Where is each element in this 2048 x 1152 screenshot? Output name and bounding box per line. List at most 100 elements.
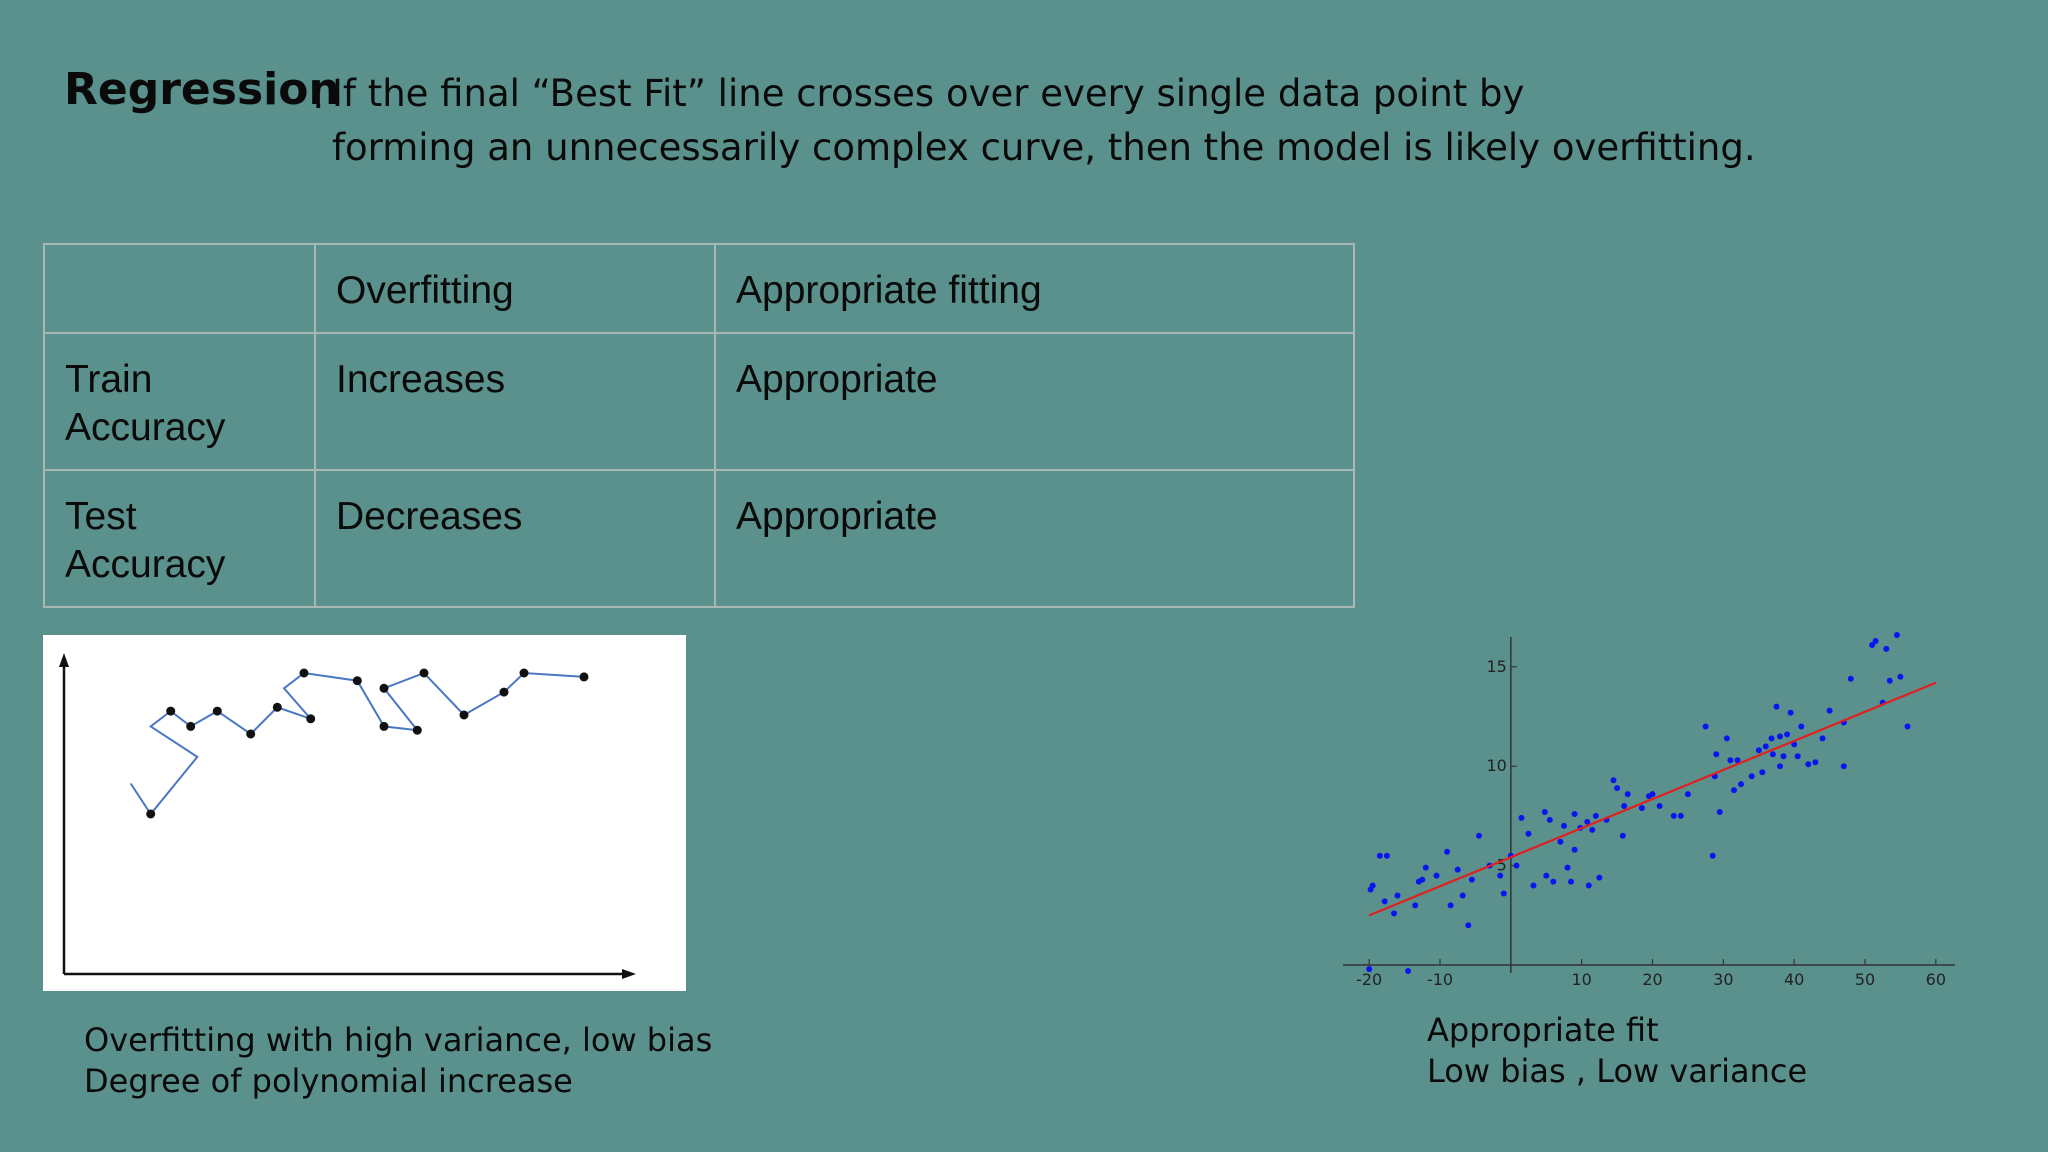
data-point <box>1391 910 1397 917</box>
fit-caption-line-1: Appropriate fit <box>1427 1011 1659 1049</box>
data-point <box>1518 814 1525 821</box>
x-tick-label: 30 <box>1713 970 1733 989</box>
data-point <box>1468 876 1475 883</box>
row-label-line: Accuracy <box>65 543 226 586</box>
comparison-table: Overfitting Appropriate fitting Train Ac… <box>43 243 1355 608</box>
data-point <box>1525 830 1532 837</box>
data-point <box>1447 902 1454 909</box>
data-point <box>1465 922 1472 929</box>
data-point <box>1419 876 1426 883</box>
data-point <box>1561 822 1567 829</box>
data-point <box>1755 747 1762 754</box>
heading-line-2: forming an unnecessarily complex curve, … <box>332 126 1756 169</box>
x-tick-label: 50 <box>1855 970 1875 989</box>
data-point <box>1476 832 1482 839</box>
row-label-line: Test <box>65 495 137 538</box>
data-point <box>1762 743 1769 750</box>
data-point <box>519 668 529 678</box>
table-header-empty <box>43 243 316 334</box>
data-point <box>579 672 589 682</box>
table-header-overfitting: Overfitting <box>314 243 716 334</box>
data-point <box>1723 735 1730 742</box>
overfit-chart-panel <box>43 635 686 991</box>
data-point <box>1794 753 1801 760</box>
data-point <box>1702 723 1709 730</box>
data-point <box>1769 751 1776 758</box>
data-point <box>1713 751 1720 758</box>
y-tick-label: 10 <box>1486 756 1506 775</box>
data-point <box>1621 803 1628 809</box>
table-row: Test Accuracy Decreases Appropriate <box>43 469 1355 608</box>
x-tick-label: -20 <box>1356 970 1382 989</box>
data-point <box>1543 872 1550 879</box>
data-point <box>1893 632 1900 638</box>
data-point <box>1619 832 1626 839</box>
data-point <box>1709 852 1716 859</box>
data-point <box>306 714 316 724</box>
x-tick-label: 60 <box>1926 970 1946 989</box>
data-point <box>166 706 176 716</box>
data-point <box>1376 852 1383 859</box>
data-point <box>212 706 222 716</box>
data-point <box>1759 769 1766 776</box>
table-cell: Appropriate <box>714 332 1355 471</box>
data-point <box>1883 645 1890 652</box>
y-tick-label: 15 <box>1486 657 1506 676</box>
data-point <box>1592 812 1599 819</box>
data-point <box>1649 791 1656 798</box>
y-tick-label: 5 <box>1497 856 1507 875</box>
x-tick-label: 20 <box>1642 970 1662 989</box>
data-point <box>1405 968 1412 974</box>
table-header-row: Overfitting Appropriate fitting <box>43 243 1355 334</box>
table-cell: Appropriate <box>714 469 1355 608</box>
data-point <box>1805 761 1812 768</box>
data-point <box>1670 812 1677 819</box>
data-point <box>1748 773 1755 780</box>
data-point <box>1367 886 1374 893</box>
data-point <box>499 687 509 697</box>
heading-colon: : <box>312 74 325 117</box>
table-cell: Decreases <box>314 469 716 608</box>
data-point <box>1550 878 1557 885</box>
x-axis-arrow <box>622 969 636 979</box>
data-point <box>1897 673 1904 680</box>
data-point <box>1596 874 1603 881</box>
best-fit-line <box>1368 681 1937 917</box>
data-point <box>1780 753 1787 760</box>
data-point <box>1638 805 1645 811</box>
data-point <box>1584 818 1591 825</box>
data-point <box>1798 723 1805 730</box>
data-point <box>272 702 282 712</box>
data-point <box>1513 862 1520 869</box>
fit-scatter-chart: -20 -10 10 20 30 40 50 60 5 10 15 <box>1343 632 1955 989</box>
data-point <box>1656 803 1663 809</box>
overfit-caption-line-1: Overfitting with high variance, low bias <box>84 1021 713 1059</box>
data-point <box>1571 846 1578 853</box>
row-label-line: Accuracy <box>65 406 226 449</box>
data-point <box>1731 787 1737 794</box>
row-label-train: Train Accuracy <box>43 332 316 471</box>
data-point <box>186 721 196 731</box>
data-point <box>1412 902 1419 909</box>
fit-caption: Appropriate fit Low bias , Low variance <box>1427 1010 1807 1092</box>
table-header-appropriate: Appropriate fitting <box>714 243 1355 334</box>
overfit-chart <box>59 653 636 979</box>
data-point <box>1734 757 1741 764</box>
data-point <box>1610 777 1617 784</box>
overfit-caption-line-2: Degree of polynomial increase <box>84 1062 573 1100</box>
data-point <box>1773 703 1780 710</box>
data-point <box>1787 709 1794 716</box>
row-label-test: Test Accuracy <box>43 469 316 608</box>
data-point <box>1791 741 1798 748</box>
data-point <box>1557 838 1564 845</box>
data-point <box>1381 898 1388 905</box>
data-point <box>419 668 429 678</box>
data-point <box>1738 781 1744 788</box>
overfit-caption: Overfitting with high variance, low bias… <box>84 1020 712 1102</box>
data-point <box>1840 763 1847 770</box>
data-point <box>1826 707 1833 714</box>
data-point <box>1459 892 1466 899</box>
data-point <box>1394 892 1401 899</box>
data-point <box>1500 890 1507 897</box>
data-point <box>1886 677 1893 684</box>
